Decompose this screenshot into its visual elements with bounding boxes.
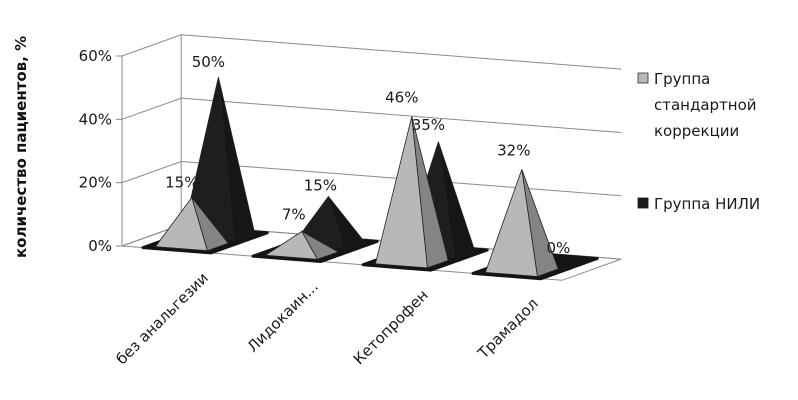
pyramid-standard xyxy=(141,196,243,255)
data-labels: 15% 7% 46% 32% 50% 15% 35% 0% xyxy=(165,53,570,257)
category-label: без анальгезии xyxy=(113,269,212,368)
pyramid-front-face xyxy=(154,196,208,252)
pyramid-front-face xyxy=(264,230,319,260)
y-tick-label: 60% xyxy=(79,47,112,65)
legend: Группа стандартной коррекции Группа НИЛИ xyxy=(637,70,760,213)
data-label: 0% xyxy=(547,239,571,257)
pyramid-front-face xyxy=(484,169,538,277)
pyramid-standard xyxy=(471,169,573,281)
series-front-marks xyxy=(141,116,573,281)
data-label: 15% xyxy=(165,174,198,192)
gridline xyxy=(121,97,622,133)
y-axis-title: количество пациентов, % xyxy=(12,36,30,258)
chart-walls xyxy=(121,34,622,281)
data-label: 7% xyxy=(282,205,306,223)
gridline xyxy=(121,160,622,197)
pyramid-front-face xyxy=(374,116,428,269)
data-label: 35% xyxy=(412,116,445,134)
category-label: Лидокаин... xyxy=(244,278,322,356)
data-label: 32% xyxy=(497,141,530,159)
pyramid-standard xyxy=(361,116,463,272)
legend-swatch xyxy=(637,197,649,209)
category-label: Кетопрофен xyxy=(350,286,432,368)
legend-label: стандартной xyxy=(654,96,757,114)
legend-swatch xyxy=(637,72,649,84)
pyramid-standard xyxy=(251,230,353,263)
y-tick-label: 40% xyxy=(79,110,112,128)
category-label: Трамадол xyxy=(474,295,542,363)
x-axis-categories: без анальгезии Лидокаин... Кетопрофен Трама… xyxy=(113,269,542,368)
y-tick-label: 20% xyxy=(79,174,112,192)
legend-label: коррекции xyxy=(654,122,739,140)
y-tick-label: 0% xyxy=(88,237,112,255)
legend-label: Группа НИЛИ xyxy=(654,195,760,213)
y-axis-ticks: 0% 20% 40% 60% xyxy=(79,47,122,255)
data-label: 46% xyxy=(385,89,418,107)
legend-label: Группа xyxy=(654,70,710,88)
data-label: 15% xyxy=(304,177,337,195)
gridline xyxy=(121,34,622,70)
data-label: 50% xyxy=(192,53,225,71)
